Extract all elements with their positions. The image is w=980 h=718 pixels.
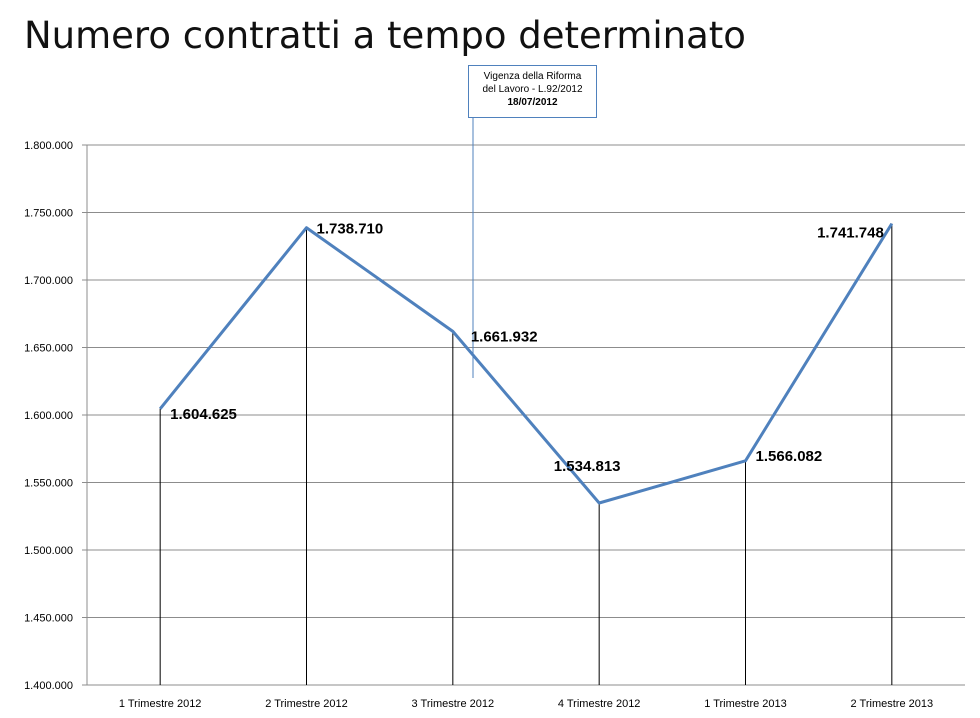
annotation-date: 18/07/2012: [507, 97, 558, 108]
x-tick-label: 2 Trimestre 2012: [265, 698, 348, 710]
data-label: 1.741.748: [817, 225, 884, 242]
y-tick-label: 1.400.000: [24, 680, 73, 692]
x-tick-label: 3 Trimestre 2012: [412, 698, 495, 710]
grid-lines: [82, 144, 965, 686]
y-axis-ticks: 1.400.000 1.450.000 1.500.000 1.550.000 1.60…: [24, 140, 73, 692]
annotation-box: Vigenza della Riforma del Lavoro - L.92/…: [468, 65, 597, 118]
data-label: 1.566.082: [756, 448, 823, 465]
x-tick-label: 4 Trimestre 2012: [558, 698, 641, 710]
series-line: [159, 222, 894, 505]
data-label: 1.661.932: [471, 328, 538, 345]
x-tick-label: 1 Trimestre 2012: [119, 698, 202, 710]
series-line-path: [159, 222, 894, 505]
data-label: 1.604.625: [170, 406, 237, 423]
x-axis-ticks: 1 Trimestre 2012 2 Trimestre 2012 3 Trimes…: [119, 698, 933, 710]
y-tick-label: 1.750.000: [24, 208, 73, 220]
drop-lines: [159, 223, 893, 685]
y-tick-label: 1.800.000: [24, 140, 73, 152]
data-label: 1.534.813: [554, 458, 621, 475]
y-tick-label: 1.550.000: [24, 478, 73, 490]
x-tick-label: 2 Trimestre 2013: [851, 698, 934, 710]
annotation-line-1: Vigenza della Riforma: [483, 71, 582, 82]
y-tick-label: 1.700.000: [24, 275, 73, 287]
y-tick-label: 1.450.000: [24, 613, 73, 625]
y-tick-label: 1.650.000: [24, 343, 73, 355]
x-tick-label: 1 Trimestre 2013: [704, 698, 787, 710]
y-tick-label: 1.600.000: [24, 410, 73, 422]
annotation-line-2: del Lavoro - L.92/2012: [482, 84, 583, 95]
data-label: 1.738.710: [317, 221, 384, 238]
y-tick-label: 1.500.000: [24, 545, 73, 557]
data-labels: 1.604.625 1.738.710 1.661.932 1.534.813 1.56…: [170, 221, 884, 475]
page-title: Numero contratti a tempo determinato: [24, 14, 746, 57]
